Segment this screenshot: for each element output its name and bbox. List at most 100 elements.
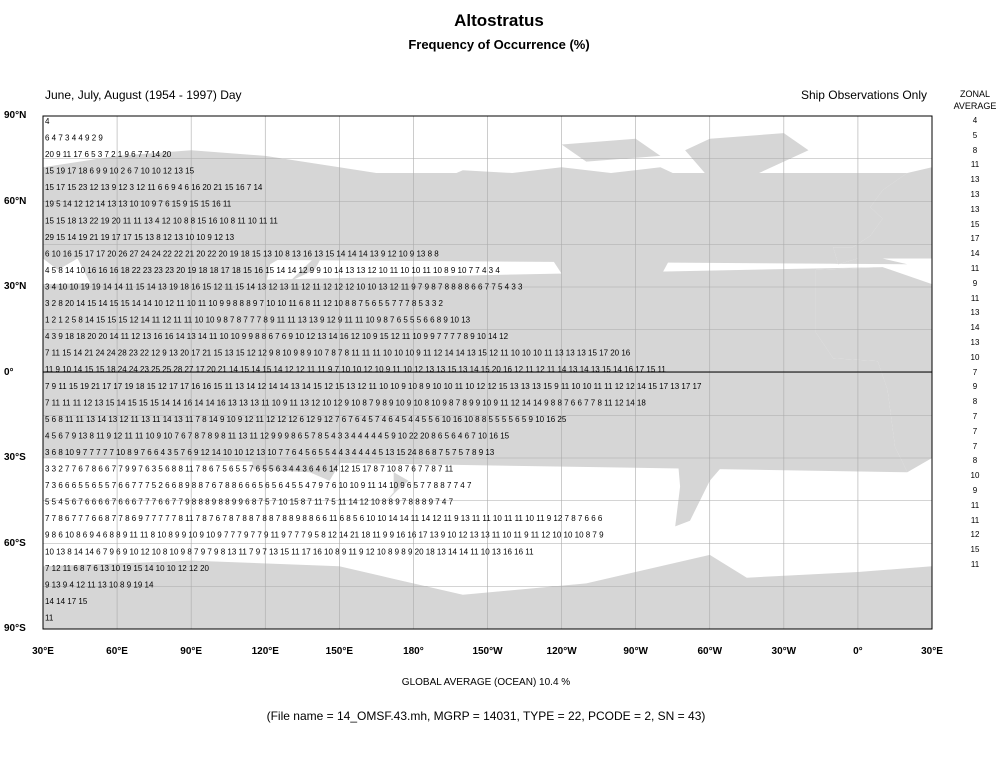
grid-row: 7 11 11 11 12 13 15 14 15 15 15 14 14 16… xyxy=(45,398,646,407)
zonal-average-value: 14 xyxy=(970,249,980,259)
grid-row: 6 10 16 15 17 17 20 26 27 24 24 22 22 21… xyxy=(45,249,439,258)
zonal-average-value: 11 xyxy=(970,500,980,510)
source-note: Ship Observations Only xyxy=(800,88,927,102)
grid-row: 3 4 10 10 19 19 14 14 11 15 14 13 19 18 … xyxy=(45,282,523,291)
lon-label: 90°W xyxy=(623,646,648,657)
lat-label: 60°N xyxy=(4,195,27,207)
zonal-average-value: 8 xyxy=(972,397,978,407)
grid-row: 15 17 15 23 12 13 9 12 3 12 11 6 6 9 4 6… xyxy=(45,183,263,192)
grid-values: 4 6 4 7 3 4 4 9 2 9 20 9 11 17 6 5 3 7 2… xyxy=(45,117,702,622)
zonal-average-value: 11 xyxy=(970,264,980,273)
zonal-average-value: 13 xyxy=(970,204,980,214)
lon-label: 120°W xyxy=(546,646,577,657)
grid-row: 29 15 14 19 21 19 17 17 15 13 8 12 13 10… xyxy=(45,233,235,242)
zonal-average-value: 15 xyxy=(970,545,980,555)
grid-row: 7 3 6 6 6 5 5 6 5 5 7 6 6 7 7 7 5 2 6 6 … xyxy=(45,481,472,490)
grid-row: 4 5 6 7 9 13 8 11 9 12 11 11 10 9 10 7 6… xyxy=(45,431,510,440)
lat-label: 90°N xyxy=(4,110,27,121)
lon-label: 30°E xyxy=(921,646,943,657)
grid-row: 14 14 17 15 xyxy=(45,597,88,606)
lat-label: 0° xyxy=(4,366,14,378)
zonal-average-value: 8 xyxy=(972,456,978,466)
land-shape xyxy=(383,472,409,504)
zonal-header-line-2: AVERAGE xyxy=(953,101,997,111)
lon-label: 120°E xyxy=(251,646,279,657)
land-shape xyxy=(75,409,93,444)
land-shape xyxy=(833,167,932,265)
lon-label: 60°W xyxy=(697,646,723,657)
zonal-average-value: 10 xyxy=(970,471,980,481)
grid-row: 11 xyxy=(45,613,54,622)
grid-row: 9 8 6 10 8 6 9 4 6 8 8 9 11 11 8 10 8 9 … xyxy=(45,531,604,540)
zonal-average-value: 7 xyxy=(972,412,978,421)
lat-label: 30°S xyxy=(4,452,26,463)
grid-row: 5 5 4 5 6 7 6 6 6 6 7 6 6 6 7 7 7 6 6 7 … xyxy=(45,498,454,507)
land-shape xyxy=(843,207,853,230)
grid-row: 3 3 2 7 7 6 7 8 6 6 7 7 9 9 7 6 3 5 6 8 … xyxy=(45,465,454,474)
lon-label: 30°W xyxy=(771,646,797,657)
zonal-average-header: ZONAL AVERAGE xyxy=(948,88,998,112)
lon-label: 150°W xyxy=(472,646,503,657)
zonal-average-value: 7 xyxy=(972,441,978,451)
grid-row: 3 2 8 20 14 15 14 15 15 14 14 10 12 11 1… xyxy=(45,299,444,308)
land-shape xyxy=(561,138,661,162)
zonal-average-value: 7 xyxy=(972,426,978,436)
grid-row: 4 5 8 14 10 16 16 16 18 22 23 23 23 20 1… xyxy=(45,266,500,275)
zonal-average-value: 13 xyxy=(970,308,980,318)
zonal-average-value: 10 xyxy=(970,352,980,362)
zonal-average-value: 11 xyxy=(970,560,980,569)
grid-row: 15 15 18 13 22 19 20 11 11 13 4 12 10 8 … xyxy=(45,216,278,225)
zonal-average-value: 4 xyxy=(972,116,978,125)
file-info: (File name = 14_OMSF.43.mh, MGRP = 14031… xyxy=(266,709,706,723)
zonal-header-line-1: ZONAL xyxy=(959,89,990,99)
grid-row: 20 9 11 17 6 5 3 7 2 1 9 6 7 7 14 20 xyxy=(45,150,172,159)
lat-label: 30°N xyxy=(4,281,27,292)
zonal-average-value: 14 xyxy=(970,323,980,333)
grid-row: 6 4 7 3 4 4 9 2 9 xyxy=(45,134,103,143)
grid-row: 4 3 9 18 18 20 20 14 11 12 13 16 16 14 1… xyxy=(45,332,509,341)
zonal-average-value: 15 xyxy=(970,219,980,229)
zonal-average-value: 5 xyxy=(972,130,978,140)
season-label: June, July, August (1954 - 1997) Day xyxy=(45,88,242,102)
lon-label: 0° xyxy=(853,646,863,657)
grid-row: 11 9 10 14 15 15 18 24 24 23 25 25 28 27… xyxy=(45,365,666,374)
grid-row: 19 5 14 12 12 14 13 13 10 10 9 7 6 15 9 … xyxy=(45,200,232,209)
zonal-average-value: 11 xyxy=(970,515,980,525)
zonal-average-value: 17 xyxy=(970,234,980,244)
grid-row: 7 7 8 6 7 7 7 6 6 8 7 7 8 6 9 7 7 7 7 7 … xyxy=(45,514,603,523)
zonal-average-value: 13 xyxy=(970,190,980,199)
grid-row: 5 6 8 11 11 13 14 13 12 11 13 11 14 13 1… xyxy=(45,415,567,424)
lon-label: 60°E xyxy=(106,646,128,657)
zonal-average-value: 9 xyxy=(972,382,978,392)
zonal-average-value: 11 xyxy=(970,293,980,303)
land-shape xyxy=(43,267,908,473)
grid-row: 3 6 8 10 9 7 7 7 7 7 10 8 9 7 6 6 4 3 5 … xyxy=(45,448,495,457)
zonal-average-value: 12 xyxy=(970,530,980,540)
zonal-average-value: 13 xyxy=(970,175,980,185)
lon-label: 90°E xyxy=(180,646,203,657)
global-average: GLOBAL AVERAGE (OCEAN) 10.4 % xyxy=(401,677,571,688)
lon-label: 150°E xyxy=(325,646,354,657)
chart-subtitle: Frequency of Occurrence (%) xyxy=(408,37,590,52)
land-shape xyxy=(803,184,824,191)
land-shape xyxy=(43,173,908,265)
zonal-average-value: 11 xyxy=(970,160,980,170)
grid-row: 15 19 17 18 6 9 9 10 2 6 7 10 10 12 13 1… xyxy=(45,167,195,176)
lat-label: 90°S xyxy=(4,623,26,634)
zonal-average-value: 13 xyxy=(970,338,980,347)
grid-row: 7 11 15 14 21 24 24 28 23 22 12 9 13 20 … xyxy=(45,349,631,358)
lon-label: 180° xyxy=(403,646,424,657)
zonal-average-value: 8 xyxy=(972,145,978,155)
chart-title: Altostratus xyxy=(454,11,544,30)
land-shape xyxy=(815,267,932,473)
grid-row: 1 2 1 2 5 8 14 15 15 15 12 14 11 12 11 1… xyxy=(45,316,471,325)
lat-label: 60°S xyxy=(4,537,26,549)
grid-row: 9 13 9 4 12 11 13 10 8 9 19 14 xyxy=(45,580,154,589)
zonal-average-value: 7 xyxy=(972,367,978,377)
lon-label: 30°E xyxy=(32,646,54,657)
zonal-average-value: 9 xyxy=(972,486,978,495)
grid-row: 7 9 11 15 19 21 17 17 19 18 15 12 17 17 … xyxy=(45,382,702,391)
grid-row: 4 xyxy=(45,117,50,126)
grid-row: 7 12 11 6 8 7 6 13 10 19 15 14 10 10 12 … xyxy=(45,564,210,573)
